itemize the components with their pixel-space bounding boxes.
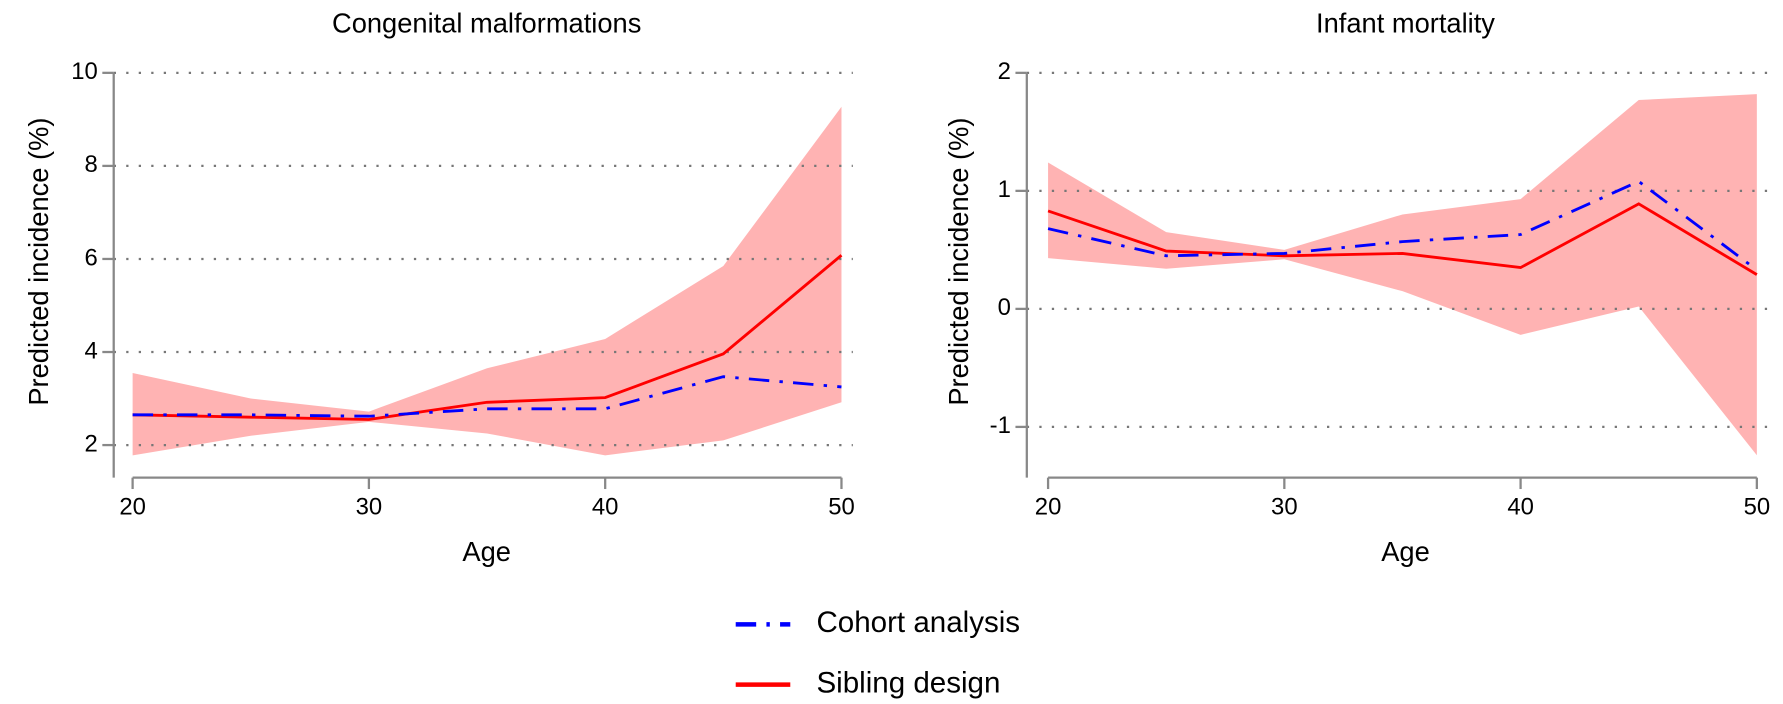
chart-title: Congenital malformations [332,7,641,38]
chart-title: Infant mortality [1316,7,1495,38]
y-axis-label: Predicted incidence (%) [23,118,54,406]
x-axis-label: Age [1381,536,1430,567]
y-tick-label: 2 [85,430,98,457]
confidence-band [1048,94,1757,456]
y-tick-label: 1 [998,176,1011,203]
x-tick-label: 30 [1271,494,1298,521]
y-tick-label: 4 [85,337,98,364]
x-axis-label: Age [462,536,511,567]
series-line [132,375,842,418]
y-tick-label: -1 [990,412,1011,439]
y-tick-label: 10 [71,58,98,85]
x-tick-label: 20 [1035,494,1062,521]
series-line [1047,202,1758,276]
x-tick-label: 50 [1744,494,1771,521]
x-tick-label: 40 [1507,494,1534,521]
x-tick-label: 20 [119,494,146,521]
y-tick-label: 8 [85,151,98,178]
x-tick-label: 30 [356,494,383,521]
confidence-band [132,106,842,456]
legend-label: Cohort analysis [816,606,1020,639]
y-tick-label: 0 [998,294,1011,321]
y-tick-label: 2 [998,58,1011,85]
series-line [132,254,843,421]
y-tick-label: 6 [85,244,98,271]
y-axis-label: Predicted incidence (%) [943,118,974,406]
x-tick-label: 50 [828,494,855,521]
series-line [1047,179,1758,272]
x-tick-label: 40 [592,494,619,521]
legend-label: Sibling design [816,666,1000,699]
